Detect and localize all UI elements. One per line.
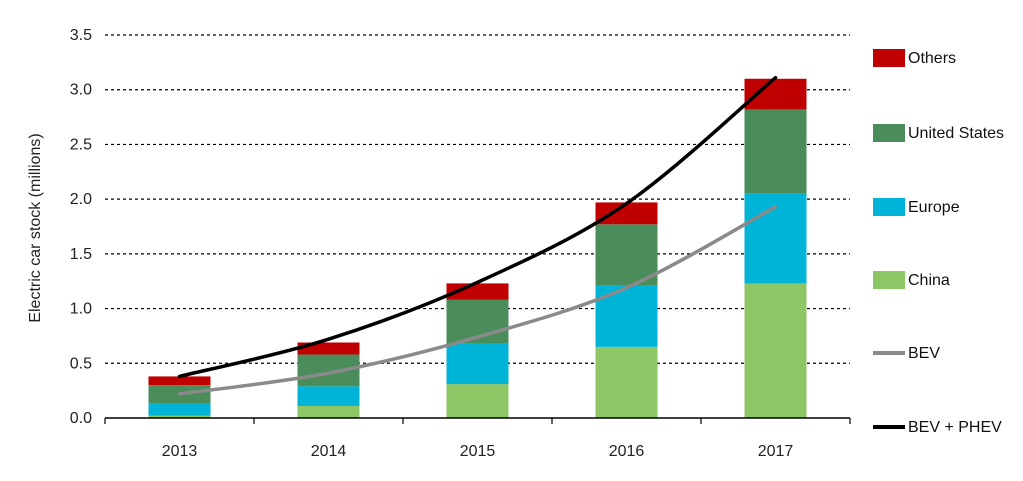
stacked-bars — [148, 78, 807, 418]
y-tick-label: 2.5 — [70, 136, 92, 153]
bar-segment-europe — [595, 285, 658, 347]
legend-label: China — [908, 272, 950, 289]
bar-segment-china — [297, 405, 360, 418]
bar-segment-china — [148, 415, 211, 418]
x-tick-label: 2016 — [609, 443, 645, 460]
bar-segment-others — [148, 376, 211, 386]
line-bev-phev — [177, 75, 778, 379]
bar-segment-china — [595, 346, 658, 418]
legend-label: Others — [908, 50, 956, 67]
y-axis-ticks: 0.0 0.5 1.0 1.5 2.0 2.5 3.0 3.5 — [70, 27, 92, 427]
bar-segment-europe — [148, 403, 211, 416]
x-tick-label: 2014 — [311, 443, 347, 460]
y-tick-label: 3.5 — [70, 27, 92, 44]
y-tick-label: 3.0 — [70, 82, 92, 99]
bar-segment-china — [744, 283, 807, 418]
y-axis-label: Electric car stock (millions) — [27, 133, 44, 322]
bar-segment-others — [595, 202, 658, 225]
line-bev — [177, 205, 778, 396]
legend-swatch — [873, 49, 905, 67]
series-lines — [177, 75, 778, 396]
bar-segment-united-states — [595, 224, 658, 286]
x-axis-ticks: 2013 2014 2015 2016 2017 — [162, 443, 794, 460]
bar-segment-europe — [446, 343, 509, 385]
legend-label: BEV — [908, 345, 940, 362]
x-axis — [104, 417, 851, 424]
y-tick-label: 1.5 — [70, 246, 92, 263]
y-tick-label: 0.5 — [70, 355, 92, 372]
x-tick-label: 2015 — [460, 443, 496, 460]
x-tick-label: 2017 — [758, 443, 794, 460]
bar-segment-united-states — [744, 109, 807, 194]
y-tick-label: 1.0 — [70, 301, 92, 318]
legend-label: BEV + PHEV — [908, 419, 1002, 436]
y-tick-label: 2.0 — [70, 191, 92, 208]
legend-label: Europe — [908, 199, 960, 216]
legend-label: United States — [908, 125, 1004, 142]
legend: Others United States Europe China BEV BEV + P… — [873, 49, 1004, 436]
x-tick-label: 2013 — [162, 443, 198, 460]
bar-segment-others — [744, 78, 807, 110]
legend-swatch — [873, 271, 905, 289]
legend-swatch — [873, 198, 905, 216]
legend-swatch — [873, 124, 905, 142]
bar-segment-china — [446, 384, 509, 418]
bar-segment-europe — [297, 386, 360, 406]
y-tick-label: 0.0 — [70, 410, 92, 427]
